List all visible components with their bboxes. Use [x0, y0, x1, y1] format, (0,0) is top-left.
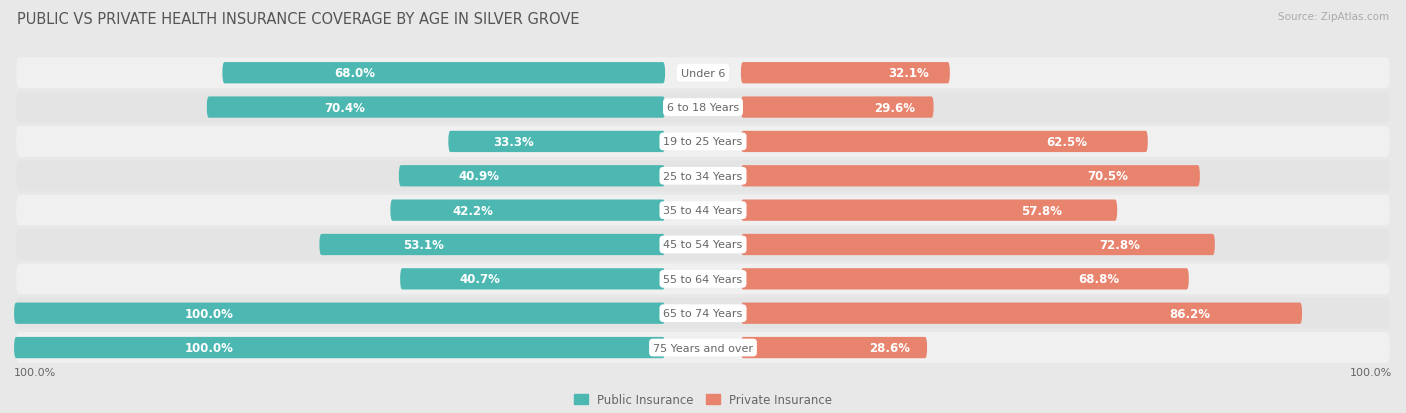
Text: Source: ZipAtlas.com: Source: ZipAtlas.com — [1278, 12, 1389, 22]
Text: 45 to 54 Years: 45 to 54 Years — [664, 240, 742, 250]
FancyBboxPatch shape — [401, 268, 665, 290]
FancyBboxPatch shape — [741, 63, 950, 84]
Text: 19 to 25 Years: 19 to 25 Years — [664, 137, 742, 147]
Text: 70.4%: 70.4% — [323, 101, 364, 114]
FancyBboxPatch shape — [15, 264, 1391, 294]
FancyBboxPatch shape — [15, 161, 1391, 192]
Text: 55 to 64 Years: 55 to 64 Years — [664, 274, 742, 284]
Text: 35 to 44 Years: 35 to 44 Years — [664, 206, 742, 216]
Text: 25 to 34 Years: 25 to 34 Years — [664, 171, 742, 181]
FancyBboxPatch shape — [741, 337, 927, 358]
Text: 100.0%: 100.0% — [186, 307, 233, 320]
FancyBboxPatch shape — [15, 127, 1391, 157]
Text: 62.5%: 62.5% — [1046, 135, 1087, 149]
FancyBboxPatch shape — [449, 131, 665, 153]
Text: 86.2%: 86.2% — [1170, 307, 1211, 320]
Text: 57.8%: 57.8% — [1021, 204, 1063, 217]
Text: 100.0%: 100.0% — [14, 367, 56, 377]
FancyBboxPatch shape — [741, 97, 934, 119]
Text: 28.6%: 28.6% — [869, 341, 910, 354]
FancyBboxPatch shape — [222, 63, 665, 84]
Text: 40.9%: 40.9% — [458, 170, 499, 183]
Text: 33.3%: 33.3% — [494, 135, 534, 149]
Text: 75 Years and over: 75 Years and over — [652, 343, 754, 353]
Text: 32.1%: 32.1% — [887, 67, 928, 80]
Text: Under 6: Under 6 — [681, 69, 725, 78]
FancyBboxPatch shape — [14, 303, 665, 324]
Text: 6 to 18 Years: 6 to 18 Years — [666, 103, 740, 113]
FancyBboxPatch shape — [741, 234, 1215, 256]
Text: 70.5%: 70.5% — [1088, 170, 1129, 183]
Text: 29.6%: 29.6% — [875, 101, 915, 114]
Text: 42.2%: 42.2% — [453, 204, 494, 217]
FancyBboxPatch shape — [741, 303, 1302, 324]
FancyBboxPatch shape — [15, 332, 1391, 363]
Text: 40.7%: 40.7% — [460, 273, 501, 286]
Text: 100.0%: 100.0% — [1350, 367, 1392, 377]
Legend: Public Insurance, Private Insurance: Public Insurance, Private Insurance — [569, 389, 837, 411]
Text: PUBLIC VS PRIVATE HEALTH INSURANCE COVERAGE BY AGE IN SILVER GROVE: PUBLIC VS PRIVATE HEALTH INSURANCE COVER… — [17, 12, 579, 27]
FancyBboxPatch shape — [14, 337, 665, 358]
Text: 53.1%: 53.1% — [402, 238, 443, 252]
FancyBboxPatch shape — [741, 166, 1199, 187]
FancyBboxPatch shape — [319, 234, 665, 256]
FancyBboxPatch shape — [15, 230, 1391, 260]
Text: 68.0%: 68.0% — [335, 67, 375, 80]
FancyBboxPatch shape — [15, 58, 1391, 89]
Text: 100.0%: 100.0% — [186, 341, 233, 354]
FancyBboxPatch shape — [391, 200, 665, 221]
FancyBboxPatch shape — [207, 97, 665, 119]
Text: 68.8%: 68.8% — [1078, 273, 1119, 286]
FancyBboxPatch shape — [15, 298, 1391, 329]
FancyBboxPatch shape — [741, 268, 1189, 290]
FancyBboxPatch shape — [741, 200, 1118, 221]
FancyBboxPatch shape — [399, 166, 665, 187]
Text: 65 to 74 Years: 65 to 74 Years — [664, 309, 742, 318]
FancyBboxPatch shape — [15, 93, 1391, 123]
FancyBboxPatch shape — [15, 195, 1391, 226]
Text: 72.8%: 72.8% — [1099, 238, 1140, 252]
FancyBboxPatch shape — [741, 131, 1147, 153]
